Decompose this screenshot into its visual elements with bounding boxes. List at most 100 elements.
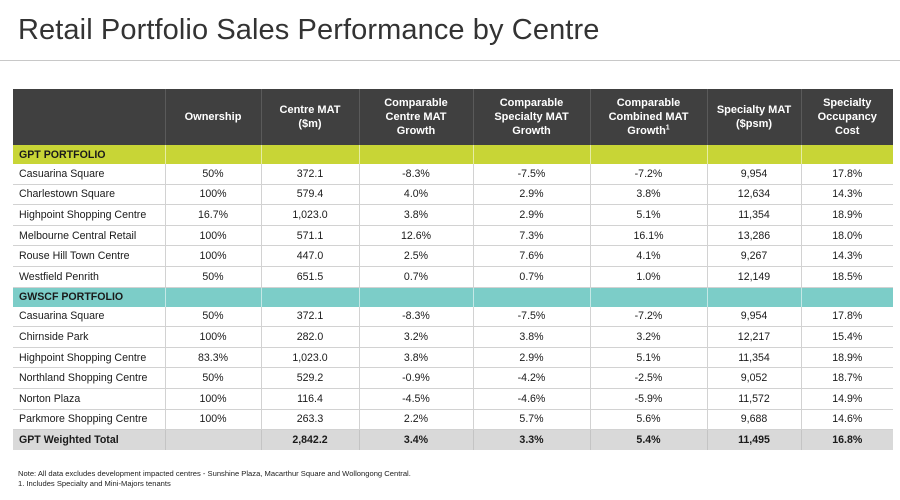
cell-comparable-specialty-mat-growth: 2.9% — [473, 204, 591, 226]
centre-name-cell: Chirnside Park — [13, 326, 166, 348]
sales-performance-table: Ownership Centre MAT ($m) Comparable Centre … — [13, 89, 893, 451]
cell-ownership: 50% — [165, 306, 262, 328]
cell-specialty-mat-psm: 11,572 — [707, 388, 802, 410]
cell-centre-mat: 372.1 — [261, 306, 360, 328]
cell-centre-mat: 263.3 — [261, 409, 360, 431]
cell-comparable-combined-mat-growth: 1.0% — [590, 266, 708, 288]
cell-ownership: 100% — [165, 245, 262, 267]
cell-centre-mat: 1,023.0 — [261, 204, 360, 226]
section-cell — [590, 145, 708, 164]
section-cell — [473, 287, 591, 307]
cell-comparable-combined-mat-growth: -7.2% — [590, 164, 708, 185]
centre-name-cell: Northland Shopping Centre — [13, 367, 166, 389]
table-row: Parkmore Shopping Centre 100% 263.3 2.2% 5.7… — [13, 409, 893, 431]
cell-comparable-specialty-mat-growth: -4.6% — [473, 388, 591, 410]
cell-specialty-mat-psm: 12,217 — [707, 326, 802, 348]
table-row: Highpoint Shopping Centre 83.3% 1,023.0 3.8… — [13, 347, 893, 369]
cell-specialty-occupancy-cost: 15.4% — [801, 326, 893, 348]
total-comparable-combined-mat-growth: 5.4% — [590, 429, 708, 451]
note-exclusions: Note: All data excludes development impa… — [18, 469, 411, 478]
page-title: Retail Portfolio Sales Performance by Ce… — [18, 14, 600, 46]
cell-specialty-occupancy-cost: 18.7% — [801, 367, 893, 389]
centre-name-cell: Norton Plaza — [13, 388, 166, 410]
cell-comparable-specialty-mat-growth: -7.5% — [473, 164, 591, 185]
cell-comparable-centre-mat-growth: 2.2% — [359, 409, 474, 431]
cell-specialty-mat-psm: 9,052 — [707, 367, 802, 389]
cell-specialty-occupancy-cost: 14.3% — [801, 184, 893, 206]
header-line: Growth — [364, 124, 469, 138]
section-cell — [801, 287, 893, 307]
cell-ownership: 50% — [165, 266, 262, 288]
cell-centre-mat: 116.4 — [261, 388, 360, 410]
centre-name-cell: Casuarina Square — [13, 306, 166, 328]
header-line: Specialty MAT — [712, 103, 797, 117]
table-row: Rouse Hill Town Centre 100% 447.0 2.5% 7.6% 4… — [13, 245, 893, 267]
header-text: ($m) — [298, 118, 322, 130]
cell-comparable-combined-mat-growth: 5.6% — [590, 409, 708, 431]
centre-name-cell: Highpoint Shopping Centre — [13, 347, 166, 369]
total-specialty-occupancy-cost: 16.8% — [801, 429, 893, 451]
header-text: Specialty MAT — [716, 104, 792, 116]
section-cell — [590, 287, 708, 307]
cell-ownership: 100% — [165, 225, 262, 247]
section-cell — [261, 287, 360, 307]
cell-specialty-occupancy-cost: 14.6% — [801, 409, 893, 431]
cell-ownership: 50% — [165, 367, 262, 389]
footnotes: Note: All data excludes development impa… — [18, 469, 411, 489]
centre-name-cell: Charlestown Square — [13, 184, 166, 206]
centre-name-cell: Highpoint Shopping Centre — [13, 204, 166, 226]
cell-centre-mat: 1,023.0 — [261, 347, 360, 369]
cell-centre-mat: 282.0 — [261, 326, 360, 348]
cell-specialty-mat-psm: 9,267 — [707, 245, 802, 267]
centre-name-cell: Melbourne Central Retail — [13, 225, 166, 247]
cell-comparable-centre-mat-growth: -4.5% — [359, 388, 474, 410]
header-line: Growth — [478, 124, 586, 138]
header-text: Occupancy — [817, 111, 877, 123]
header-text: Comparable — [384, 97, 448, 109]
total-label: GPT Weighted Total — [13, 429, 166, 451]
header-specialty-occupancy-cost: Specialty Occupancy Cost — [801, 89, 893, 145]
table-row: Westfield Penrith 50% 651.5 0.7% 0.7% 1.0% 12,… — [13, 266, 893, 288]
table-row: Northland Shopping Centre 50% 529.2 -0.9% -4… — [13, 367, 893, 389]
cell-comparable-combined-mat-growth: -5.9% — [590, 388, 708, 410]
cell-comparable-specialty-mat-growth: 2.9% — [473, 347, 591, 369]
section-cell — [261, 145, 360, 164]
cell-specialty-occupancy-cost: 17.8% — [801, 164, 893, 185]
cell-comparable-specialty-mat-growth: -7.5% — [473, 306, 591, 328]
cell-comparable-centre-mat-growth: 3.2% — [359, 326, 474, 348]
cell-comparable-specialty-mat-growth: 7.3% — [473, 225, 591, 247]
table-row: Casuarina Square 50% 372.1 -8.3% -7.5% -7.2% 9… — [13, 164, 893, 185]
cell-centre-mat: 651.5 — [261, 266, 360, 288]
header-text: Growth — [627, 125, 666, 137]
total-comparable-specialty-mat-growth: 3.3% — [473, 429, 591, 451]
cell-comparable-specialty-mat-growth: 0.7% — [473, 266, 591, 288]
header-text: Ownership — [184, 111, 242, 123]
cell-specialty-mat-psm: 12,634 — [707, 184, 802, 206]
cell-comparable-specialty-mat-growth: -4.2% — [473, 367, 591, 389]
cell-specialty-mat-psm: 9,954 — [707, 164, 802, 185]
cell-ownership: 100% — [165, 409, 262, 431]
cell-specialty-occupancy-cost: 18.9% — [801, 347, 893, 369]
cell-specialty-occupancy-cost: 18.9% — [801, 204, 893, 226]
centre-name-cell: Casuarina Square — [13, 164, 166, 185]
cell-comparable-centre-mat-growth: 3.8% — [359, 204, 474, 226]
cell-comparable-centre-mat-growth: 2.5% — [359, 245, 474, 267]
cell-centre-mat: 579.4 — [261, 184, 360, 206]
header-specialty-mat-psm: Specialty MAT ($psm) — [707, 89, 802, 145]
cell-comparable-combined-mat-growth: -2.5% — [590, 367, 708, 389]
table-row: Norton Plaza 100% 116.4 -4.5% -4.6% -5.9% 11,5… — [13, 388, 893, 410]
cell-comparable-centre-mat-growth: -8.3% — [359, 164, 474, 185]
cell-centre-mat: 571.1 — [261, 225, 360, 247]
cell-comparable-combined-mat-growth: 3.2% — [590, 326, 708, 348]
cell-ownership: 50% — [165, 164, 262, 185]
note-combined-mat: 1. Includes Specialty and Mini-Majors te… — [18, 479, 171, 488]
header-line: Combined MAT — [595, 110, 703, 124]
section-cell — [359, 287, 474, 307]
title-divider — [0, 60, 900, 61]
header-text: ($psm) — [735, 118, 773, 130]
table-header-row: Ownership Centre MAT ($m) Comparable Centre … — [13, 89, 893, 145]
section-cell — [359, 145, 474, 164]
header-line: Comparable — [364, 96, 469, 110]
header-text: Centre MAT — [279, 104, 341, 116]
cell-centre-mat: 447.0 — [261, 245, 360, 267]
